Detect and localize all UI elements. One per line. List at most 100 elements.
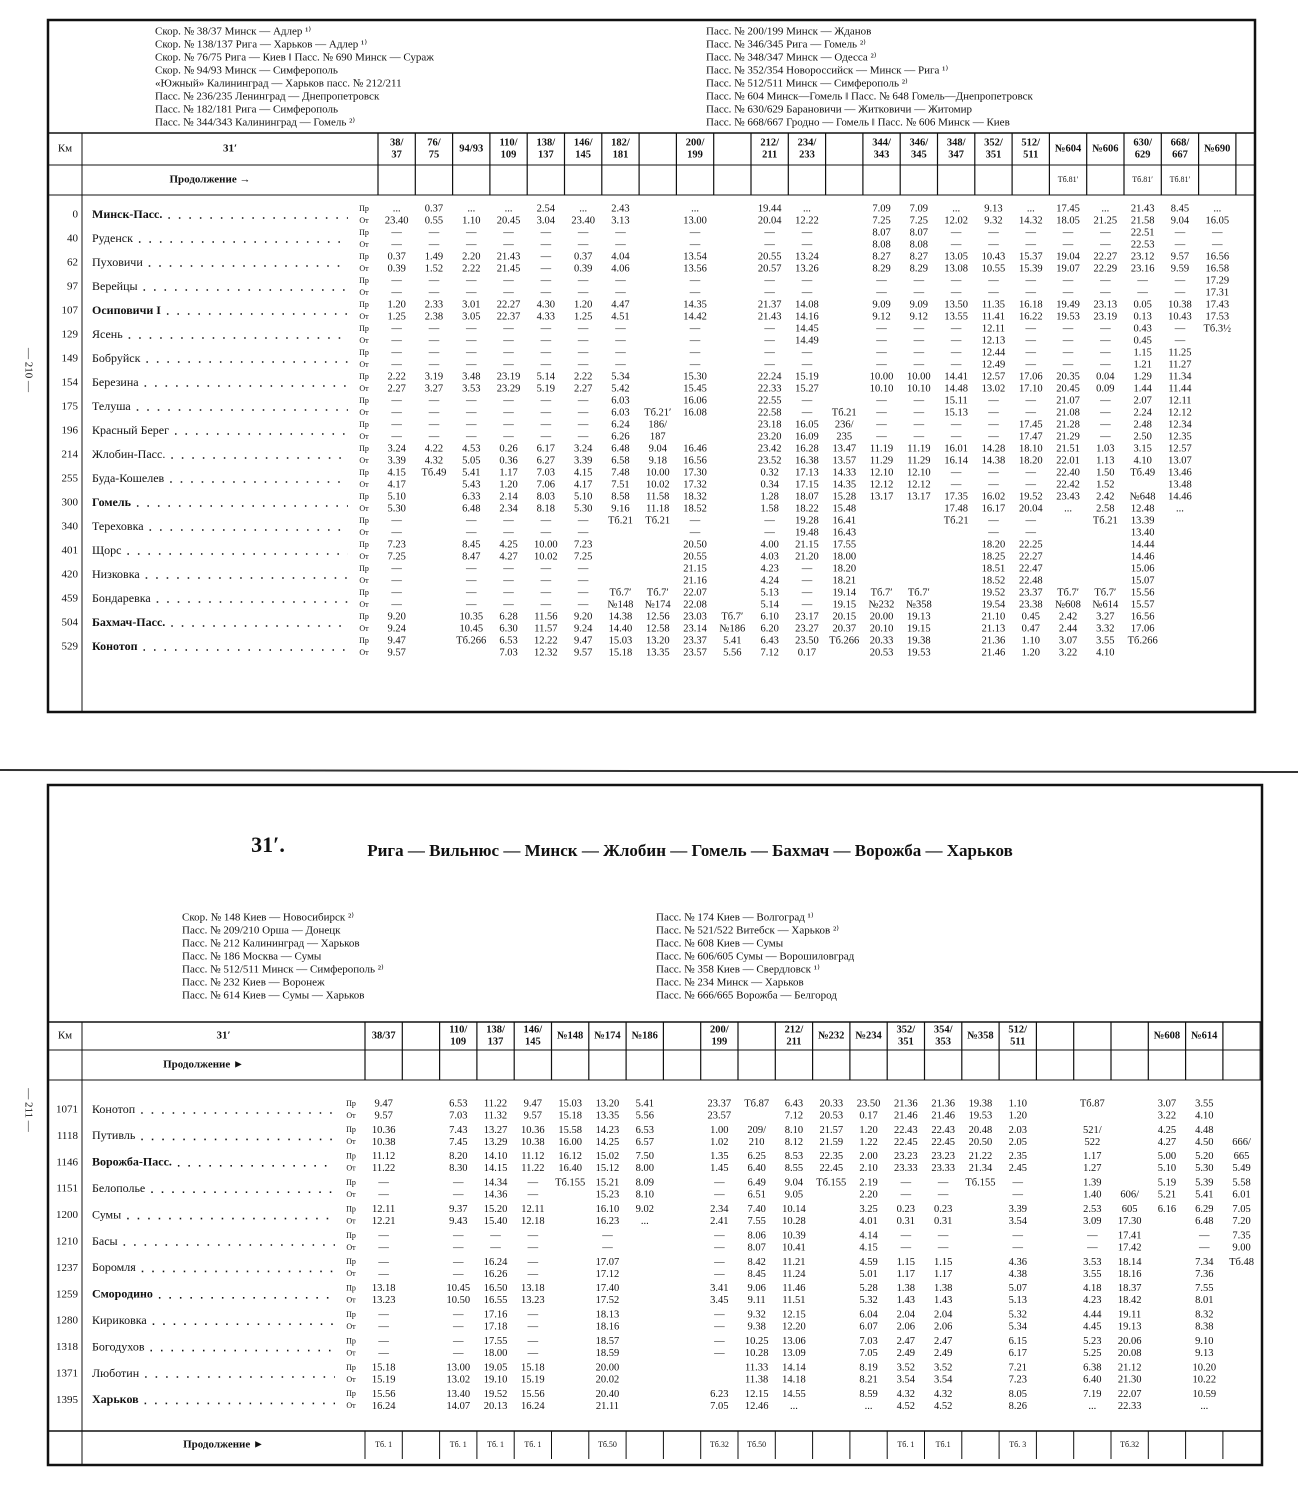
time-cell: 1.49 [425,251,443,262]
time-cell: — [950,479,962,490]
time-cell: 17.40 [596,1283,620,1294]
time-cell: — [377,1178,389,1189]
time-cell: 18.59 [596,1348,620,1359]
time-cell: 1.20 [499,479,517,490]
time-cell: 20.45 [497,215,521,226]
time-cell: — [540,599,552,610]
time-cell: 4.14 [859,1230,878,1241]
time-cell: — [1099,239,1111,250]
column-header: 347 [948,149,964,160]
time-cell: 5.10 [574,491,592,502]
time-cell: 5.43 [462,479,480,490]
train-note: Пасс. № 512/511 Минск — Симферополь ²⁾ [706,78,908,90]
title: Рига — Вильнюс — Минск — Жлобин — Гомель… [367,841,1013,860]
time-cell: Тб.7′ [647,587,669,598]
time-cell: — [527,1257,539,1268]
time-cell: 18.32 [683,491,707,502]
time-cell: 10.20 [1192,1362,1216,1373]
arrive-label: Пр [359,516,369,525]
time-cell: 15.45 [683,383,707,394]
time-cell: — [689,275,701,286]
time-cell: — [502,287,514,298]
time-cell: — [390,335,402,346]
time-cell: 0.05 [1133,299,1151,310]
time-cell: — [1086,1230,1098,1241]
time-cell: 8.59 [859,1389,877,1400]
time-cell: 20.00 [596,1362,620,1373]
time-cell: 9.57 [387,647,405,658]
time-cell: — [801,359,813,370]
time-cell: 9.18 [649,455,667,466]
time-cell: — [540,251,552,262]
time-cell: 2.50 [1133,431,1151,442]
time-cell: Тб.21 [645,515,670,526]
time-cell: 9.57 [524,1110,542,1121]
time-cell: 8.45 [462,539,480,550]
time-cell: — [577,335,589,346]
time-cell: — [950,275,962,286]
time-cell: 6.16 [1158,1204,1176,1215]
km: 62 [67,257,78,269]
arrive-label: Пр [359,444,369,453]
time-cell: ... [641,1216,649,1227]
time-cell: №648 [1130,491,1156,502]
continuation-label: Продолжение → [170,174,251,186]
time-cell: 6.17 [537,443,555,454]
column-header: 110/ [449,1024,468,1035]
time-cell: — [801,239,813,250]
time-cell: 4.52 [934,1401,952,1412]
time-cell: 5.23 [1083,1336,1101,1347]
time-cell: 4.25 [1158,1125,1176,1136]
station-name: Богодухов [92,1339,145,1353]
time-cell: 13.02 [982,383,1006,394]
time-cell: 9.12 [910,311,928,322]
time-cell: — [502,275,514,286]
time-cell: 4.32 [425,455,443,466]
time-cell: — [801,587,813,598]
time-cell: 23.29 [497,383,521,394]
time-cell: 20.04 [758,215,782,226]
time-cell: — [763,515,775,526]
time-cell: 1.38 [934,1283,952,1294]
time-cell: 3.54 [897,1374,916,1385]
depart-label: От [346,1322,356,1331]
time-cell: — [1025,323,1037,334]
time-cell: 13.56 [683,263,707,274]
depart-label: От [346,1296,356,1305]
time-cell: — [465,227,477,238]
train-note: Пасс. № 346/345 Рига — Гомель ²⁾ [706,39,866,51]
depart-label: От [359,648,369,657]
time-cell: — [875,407,887,418]
time-cell: 18.20 [982,539,1006,550]
time-cell: 11.22 [521,1163,544,1174]
time-cell: — [601,1242,613,1253]
time-cell: — [1099,335,1111,346]
time-cell: 21.07 [1056,395,1080,406]
time-cell: 2.58 [1096,503,1114,514]
column-header: №148 [557,1030,583,1041]
station-name: Смородино [92,1287,153,1301]
time-cell: — [390,239,402,250]
time-cell: 187 [650,431,666,442]
column-header: 354/ [934,1024,954,1035]
time-cell: 11.22 [372,1163,395,1174]
time-cell: — [1062,359,1074,370]
time-cell: 13.09 [782,1348,806,1359]
depart-label: От [359,336,369,345]
continuation-cell: Тб.81′ [1058,175,1079,184]
time-cell: — [987,467,999,478]
time-cell: 2.04 [897,1310,916,1321]
time-cell: 21.43 [497,251,521,262]
time-cell: 17.43 [1205,299,1229,310]
time-cell: 7.09 [872,203,890,214]
time-cell: 15.18 [372,1362,396,1373]
time-cell: 0.31 [934,1216,952,1227]
time-cell: 11.12 [521,1151,544,1162]
time-cell: 5.10 [1158,1163,1176,1174]
time-cell: 4.10 [1096,647,1114,658]
time-cell: 10.45 [446,1283,470,1294]
arrive-label: Пр [346,1389,356,1398]
time-cell: — [875,419,887,430]
time-cell: 7.34 [1195,1257,1214,1268]
time-cell: 23.37 [708,1098,732,1109]
